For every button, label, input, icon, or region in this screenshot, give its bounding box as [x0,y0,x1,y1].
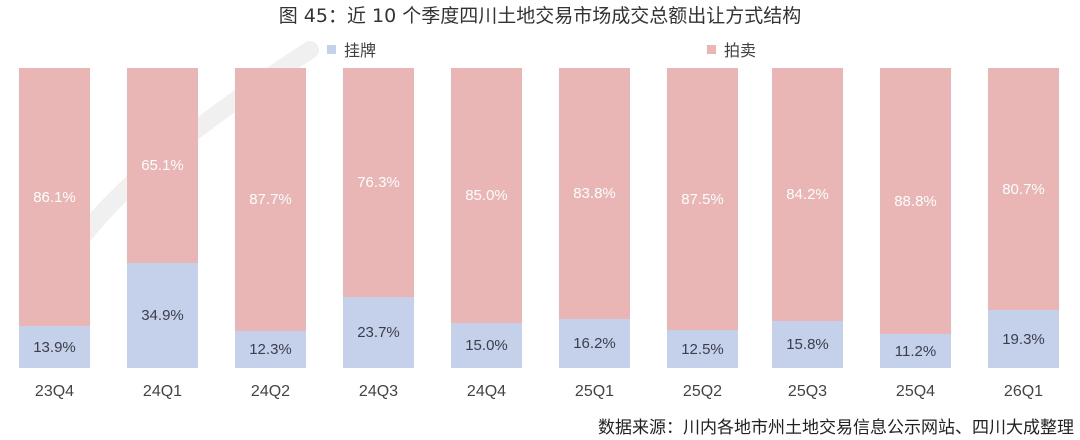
bar-segment-auction: 76.3% [343,68,414,297]
data-label-listing: 12.5% [681,340,724,358]
x-axis-label: 25Q1 [574,383,615,400]
bar-segment-auction: 84.2% [772,68,843,321]
bar-25Q2: 87.5% 12.5% [667,68,738,368]
x-axis-label: 25Q2 [682,383,723,400]
legend-swatch-auction [707,44,716,54]
bar-24Q4: 85.0% 15.0% [451,68,522,368]
legend-swatch-listing [327,44,336,54]
data-label-listing: 16.2% [573,335,616,352]
legend-item-auction: 拍卖 [707,37,756,61]
bar-segment-auction: 65.1% [127,68,198,263]
x-axis-label: 24Q2 [250,383,291,400]
bar-segment-auction: 83.8% [559,68,630,319]
x-axis-label: 24Q4 [466,383,507,400]
bar-25Q1: 83.8% 16.2% [559,68,630,368]
x-axis-label: 25Q3 [787,383,828,400]
legend-label-auction: 拍卖 [724,41,757,60]
bar-25Q3: 84.2% 15.8% [772,68,843,368]
bar-segment-listing: 15.0% [451,323,522,368]
data-label-auction: 85.0% [465,187,508,204]
data-label-auction: 88.8% [894,192,937,210]
data-label-auction: 87.7% [249,191,292,208]
data-label-listing: 23.7% [357,324,400,341]
data-label-listing: 13.9% [33,338,76,356]
data-label-listing: 34.9% [141,307,184,324]
bar-segment-listing: 16.2% [559,319,630,368]
x-axis-label: 23Q4 [34,383,75,400]
data-label-auction: 80.7% [1002,180,1045,198]
bar-24Q2: 87.7% 12.3% [235,68,306,368]
chart-title: 图 45：近 10 个季度四川土地交易市场成交总额出让方式结构 [278,5,802,27]
bar-segment-listing: 34.9% [127,263,198,368]
data-label-auction: 87.5% [681,190,724,208]
x-axis-label: 26Q1 [1003,383,1044,400]
x-axis-label: 24Q1 [142,383,183,400]
bar-26Q1: 80.7% 19.3% [988,68,1059,368]
data-label-listing: 19.3% [1002,330,1045,348]
data-label-auction: 86.1% [33,188,76,206]
data-label-listing: 12.3% [249,341,292,358]
x-axis-label: 25Q4 [895,383,936,400]
data-label-auction: 76.3% [357,174,400,191]
bar-segment-auction: 85.0% [451,68,522,323]
data-label-listing: 15.8% [786,336,829,353]
bar-segment-listing: 13.9% [19,326,90,368]
bar-segment-listing: 15.8% [772,321,843,368]
data-label-auction: 83.8% [573,185,616,202]
bar-segment-auction: 86.1% [19,68,90,326]
bar-segment-listing: 12.3% [235,331,306,368]
legend-label-listing: 挂牌 [344,41,377,60]
data-label-listing: 11.2% [894,342,937,360]
bar-segment-auction: 88.8% [880,68,951,334]
plot-area: 86.1% 13.9% 65.1% 34.9% 87.7% 12.3% 76.3% 23.7%… [0,68,1080,368]
bar-segment-auction: 87.7% [235,68,306,331]
bar-25Q4: 88.8% 11.2% [880,68,951,368]
bar-24Q1: 65.1% 34.9% [127,68,198,368]
legend-item-listing: 挂牌 [327,37,376,61]
data-label-auction: 65.1% [141,157,184,174]
bar-segment-listing: 11.2% [880,334,951,368]
bar-segment-auction: 87.5% [667,68,738,330]
bar-segment-listing: 19.3% [988,310,1059,368]
data-label-listing: 15.0% [465,337,508,354]
bar-segment-listing: 12.5% [667,330,738,368]
data-label-auction: 84.2% [786,186,829,203]
bar-24Q3: 76.3% 23.7% [343,68,414,368]
bar-segment-auction: 80.7% [988,68,1059,310]
x-axis-label: 24Q3 [358,383,399,400]
source-note: 数据来源：川内各地市州土地交易信息公示网站、四川大成整理 [598,418,1074,438]
bar-23Q4: 86.1% 13.9% [19,68,90,368]
bar-segment-listing: 23.7% [343,297,414,368]
